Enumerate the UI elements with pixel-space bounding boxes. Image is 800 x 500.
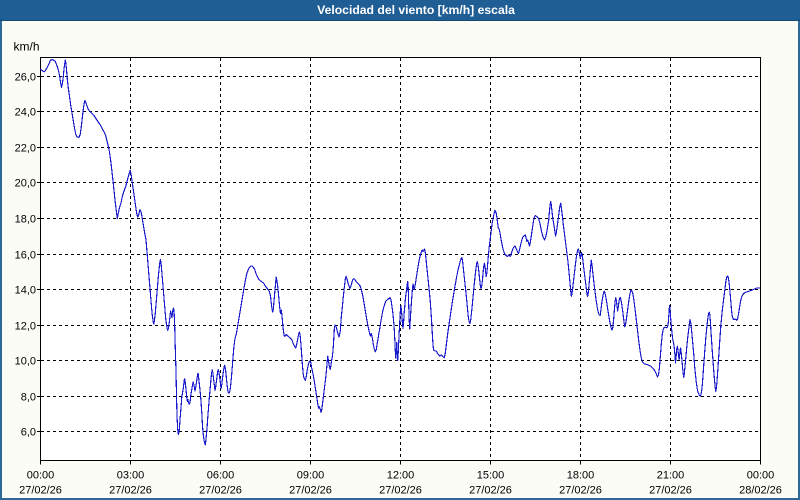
svg-text:10,0: 10,0 [15,356,36,368]
svg-text:00:00: 00:00 [27,470,55,482]
svg-text:28/02/26: 28/02/26 [739,485,782,497]
svg-text:18,0: 18,0 [15,214,36,226]
svg-text:27/02/26: 27/02/26 [199,485,242,497]
svg-text:16,0: 16,0 [15,250,36,262]
svg-text:27/02/26: 27/02/26 [469,485,512,497]
svg-text:20,0: 20,0 [15,178,36,190]
svg-text:27/02/26: 27/02/26 [109,485,152,497]
svg-text:03:00: 03:00 [117,470,145,482]
svg-text:12,0: 12,0 [15,321,36,333]
svg-text:27/02/26: 27/02/26 [19,485,62,497]
svg-text:00:00: 00:00 [747,470,775,482]
svg-text:15:00: 15:00 [477,470,505,482]
svg-text:21:00: 21:00 [657,470,685,482]
svg-text:14,0: 14,0 [15,285,36,297]
svg-text:27/02/26: 27/02/26 [649,485,692,497]
svg-text:24,0: 24,0 [15,107,36,119]
svg-text:22,0: 22,0 [15,143,36,155]
svg-text:km/h: km/h [13,40,39,54]
svg-text:6,0: 6,0 [21,427,36,439]
svg-text:27/02/26: 27/02/26 [289,485,332,497]
svg-text:18:00: 18:00 [567,470,595,482]
svg-text:27/02/26: 27/02/26 [559,485,602,497]
svg-text:06:00: 06:00 [207,470,235,482]
svg-text:26,0: 26,0 [15,72,36,84]
svg-text:27/02/26: 27/02/26 [379,485,422,497]
svg-text:12:00: 12:00 [387,470,415,482]
svg-text:8,0: 8,0 [21,392,36,404]
svg-text:09:00: 09:00 [297,470,325,482]
